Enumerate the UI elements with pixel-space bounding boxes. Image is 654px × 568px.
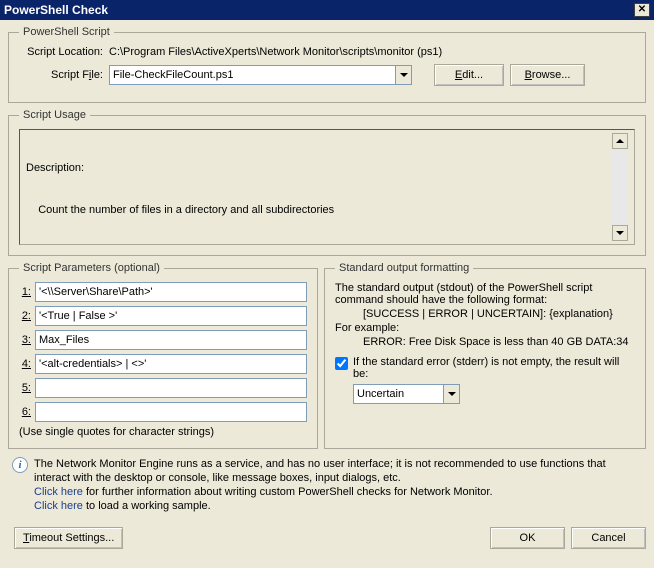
scroll-up-icon[interactable]: [612, 133, 628, 149]
script-legend: PowerShell Script: [19, 26, 114, 38]
scrollbar[interactable]: [612, 133, 628, 241]
timeout-button[interactable]: Timeout Settings...: [14, 527, 123, 549]
usage-textbox: Description: Count the number of files i…: [19, 129, 635, 245]
usage-text: Description: Count the number of files i…: [26, 133, 608, 241]
param-label-6: 6:: [19, 406, 35, 418]
param-input-3[interactable]: [35, 330, 307, 350]
stdout-fieldset: Standard output formatting The standard …: [324, 262, 646, 449]
title-bar: PowerShell Check ✕: [0, 0, 654, 20]
script-location-value: C:\Program Files\ActiveXperts\Network Mo…: [109, 46, 442, 58]
param-label-5: 5:: [19, 382, 35, 394]
info-link-1[interactable]: Click here: [34, 486, 83, 498]
edit-button[interactable]: Edit...: [434, 64, 504, 86]
script-fieldset: PowerShell Script Script Location: C:\Pr…: [8, 26, 646, 103]
params-hint: (Use single quotes for character strings…: [19, 426, 307, 438]
info-text: The Network Monitor Engine runs as a ser…: [34, 457, 642, 513]
script-file-combo[interactable]: [109, 65, 412, 85]
script-location-label: Script Location:: [19, 46, 109, 58]
stderr-result-combo[interactable]: [353, 384, 460, 404]
dialog-buttons: Timeout Settings... OK Cancel: [0, 527, 654, 557]
param-input-6[interactable]: [35, 402, 307, 422]
stderr-checkbox[interactable]: [335, 357, 348, 370]
browse-button[interactable]: Browse...: [510, 64, 585, 86]
ok-button[interactable]: OK: [490, 527, 565, 549]
param-label-3: 3:: [19, 334, 35, 346]
scroll-down-icon[interactable]: [612, 225, 628, 241]
window-title: PowerShell Check: [4, 3, 108, 17]
param-input-5[interactable]: [35, 378, 307, 398]
usage-legend: Script Usage: [19, 109, 90, 121]
param-label-2: 2:: [19, 310, 35, 322]
info-row: i The Network Monitor Engine runs as a s…: [8, 455, 646, 521]
script-file-input[interactable]: [109, 65, 395, 85]
param-label-4: 4:: [19, 358, 35, 370]
stdout-text: The standard output (stdout) of the Powe…: [335, 282, 635, 348]
info-link-2[interactable]: Click here: [34, 500, 83, 512]
stderr-result-input[interactable]: [353, 384, 443, 404]
usage-fieldset: Script Usage Description: Count the numb…: [8, 109, 646, 256]
stdout-legend: Standard output formatting: [335, 262, 473, 274]
param-input-2[interactable]: [35, 306, 307, 326]
cancel-button[interactable]: Cancel: [571, 527, 646, 549]
stderr-label: If the standard error (stderr) is not em…: [353, 356, 635, 380]
chevron-down-icon[interactable]: [443, 384, 460, 404]
param-input-4[interactable]: [35, 354, 307, 374]
params-legend: Script Parameters (optional): [19, 262, 164, 274]
info-icon: i: [12, 457, 28, 473]
dialog-body: PowerShell Script Script Location: C:\Pr…: [0, 20, 654, 527]
param-input-1[interactable]: [35, 282, 307, 302]
chevron-down-icon[interactable]: [395, 65, 412, 85]
params-fieldset: Script Parameters (optional) 1: 2: 3: 4:…: [8, 262, 318, 449]
param-label-1: 1:: [19, 286, 35, 298]
script-file-label: Script File:: [19, 69, 109, 81]
close-icon[interactable]: ✕: [634, 3, 650, 17]
